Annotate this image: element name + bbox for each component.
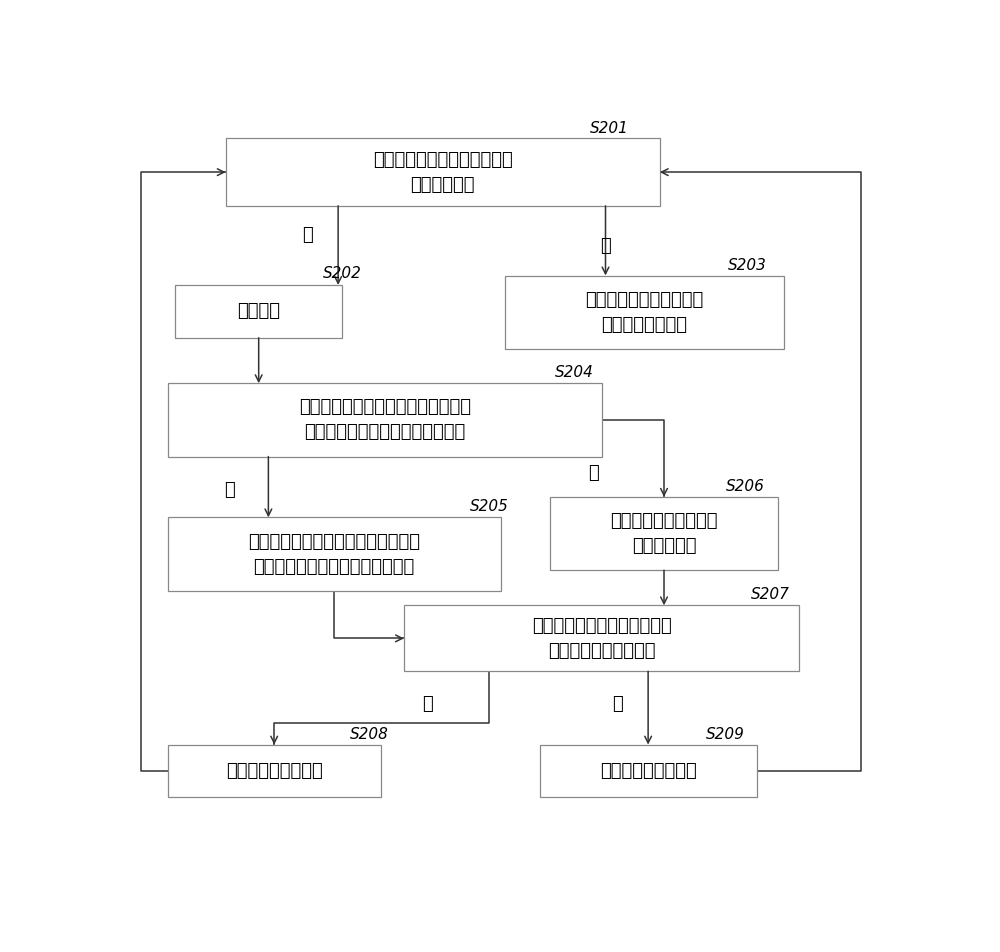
- Text: 继续实时检测电子显示设备的
屏幕前方是否有观看者: 继续实时检测电子显示设备的 屏幕前方是否有观看者: [532, 617, 672, 660]
- FancyBboxPatch shape: [540, 744, 757, 798]
- Text: 关闭屏幕，并使计时清
零以结束计时: 关闭屏幕，并使计时清 零以结束计时: [610, 512, 718, 555]
- FancyBboxPatch shape: [404, 605, 799, 671]
- Text: S209: S209: [706, 726, 745, 742]
- Text: 计时开始: 计时开始: [237, 303, 280, 321]
- FancyBboxPatch shape: [168, 518, 501, 590]
- FancyBboxPatch shape: [168, 744, 381, 798]
- Text: 在预定时间内持续或周期性检测电子
显示设备的屏幕前方是否有观看者: 在预定时间内持续或周期性检测电子 显示设备的屏幕前方是否有观看者: [299, 399, 471, 442]
- FancyBboxPatch shape: [505, 275, 784, 348]
- Text: S202: S202: [323, 267, 362, 282]
- FancyBboxPatch shape: [168, 384, 602, 457]
- Text: 检测电子显示设备的屏幕前方
是否有观看者: 检测电子显示设备的屏幕前方 是否有观看者: [373, 150, 513, 193]
- Text: S201: S201: [590, 121, 629, 136]
- FancyBboxPatch shape: [550, 497, 778, 570]
- Text: S206: S206: [726, 479, 765, 494]
- Text: 保持屏幕的关闭状态: 保持屏幕的关闭状态: [226, 762, 323, 780]
- Text: S204: S204: [555, 366, 594, 381]
- Text: 是: 是: [224, 481, 235, 499]
- Text: 否: 否: [588, 465, 599, 483]
- Text: 是: 是: [600, 237, 611, 255]
- Text: S203: S203: [728, 258, 767, 272]
- Text: 否: 否: [422, 695, 433, 713]
- FancyBboxPatch shape: [226, 138, 660, 206]
- Text: S208: S208: [350, 726, 389, 742]
- FancyBboxPatch shape: [175, 285, 342, 338]
- Text: 使电子显示设备的屏幕保持正常的显
示状态，并使计时清零以结束计时: 使电子显示设备的屏幕保持正常的显 示状态，并使计时清零以结束计时: [248, 532, 420, 576]
- Text: 是: 是: [612, 695, 622, 713]
- Text: 使电子显示设备的屏幕保
持正常的显示状态: 使电子显示设备的屏幕保 持正常的显示状态: [585, 290, 703, 333]
- Text: 否: 否: [302, 227, 312, 245]
- Text: S205: S205: [470, 500, 509, 514]
- Text: 打开屏幕以显示画面: 打开屏幕以显示画面: [600, 762, 696, 780]
- Text: S207: S207: [751, 587, 790, 603]
